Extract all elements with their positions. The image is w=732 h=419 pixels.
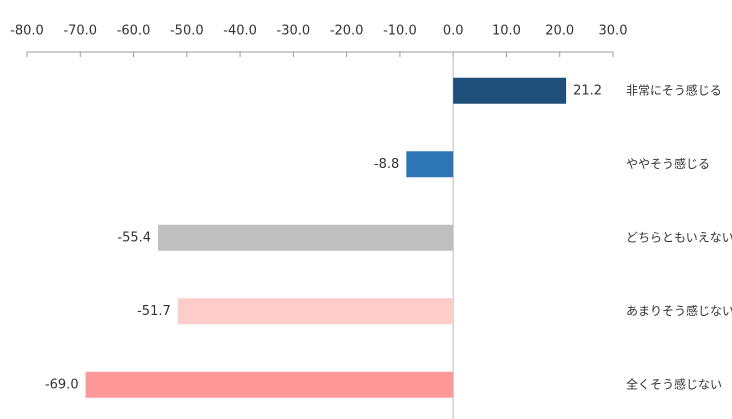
value-label: -51.7 [137,304,171,319]
x-tick-label: -30.0 [277,24,311,39]
value-label: -8.8 [374,157,399,172]
x-tick-label: 10.0 [492,24,521,39]
bar [453,77,567,104]
value-label: -69.0 [45,377,79,392]
x-tick-label: 30.0 [599,24,628,39]
x-tick-label: 0.0 [443,24,464,39]
x-tick-label: -50.0 [170,24,204,39]
category-label: ややそう感じる [626,156,710,171]
value-label: -55.4 [117,230,151,245]
category-label: あまりそう感じない [626,303,732,318]
x-tick-label: -20.0 [330,24,364,39]
x-tick-label: -60.0 [117,24,151,39]
x-tick-label: -40.0 [223,24,257,39]
bar [85,371,454,398]
x-tick-label: -80.0 [10,24,44,39]
x-tick-label: 20.0 [545,24,574,39]
x-tick-label: -10.0 [383,24,417,39]
x-tick-label: -70.0 [63,24,97,39]
value-label: 21.2 [573,83,602,98]
category-label: どちらともいえない [626,230,732,244]
bar [406,151,454,178]
category-label: 全くそう感じない [626,376,722,391]
category-label: 非常にそう感じる [626,82,722,97]
bar [158,224,454,251]
bar [177,298,454,325]
